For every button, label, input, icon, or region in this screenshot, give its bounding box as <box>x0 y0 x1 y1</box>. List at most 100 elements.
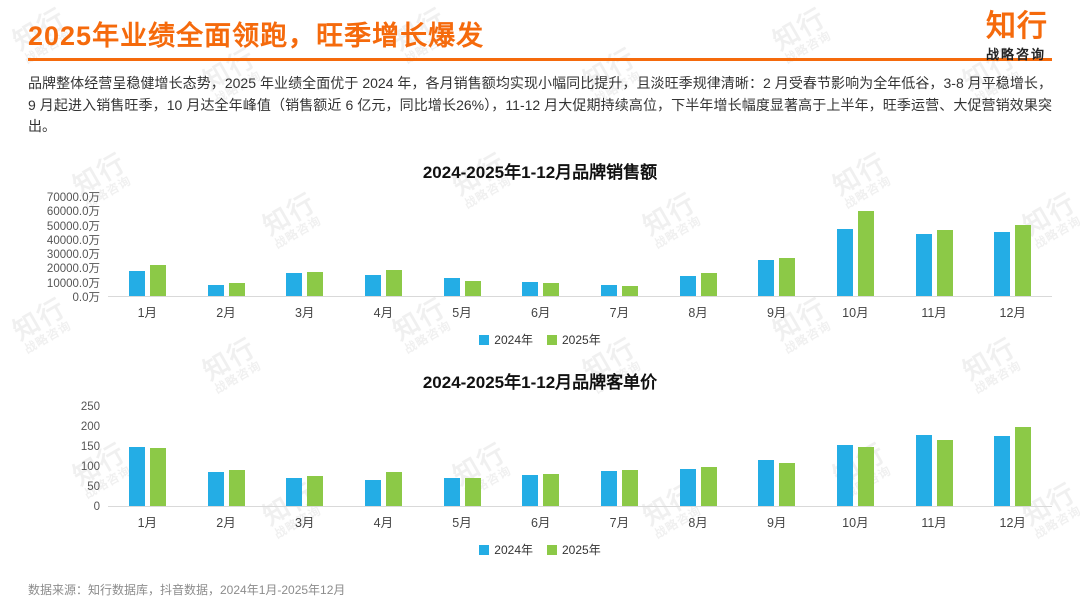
bar-group-6月 <box>501 407 580 507</box>
bar-2025年-11月 <box>936 439 953 507</box>
x-tick-label: 3月 <box>294 516 315 531</box>
bar-pair <box>207 197 245 297</box>
x-tick-label: 8月 <box>688 306 708 321</box>
bar-2024年-3月 <box>286 273 303 297</box>
bar-pair <box>836 407 874 507</box>
bar-2024年-9月 <box>758 260 775 297</box>
bar-pair <box>364 197 402 297</box>
bar-2024年-8月 <box>679 276 696 297</box>
bar-2025年-8月 <box>700 273 717 297</box>
price-chart-plot: 250 200 150 100 50 0 1月 2月 3月 4月 5月 6月 7月 8月 9月 10月 11月… <box>28 401 1052 531</box>
bar-2025年-10月 <box>857 211 874 297</box>
bar-2025年-9月 <box>779 257 796 297</box>
bar-group-9月 <box>737 197 816 297</box>
bar-group-3月 <box>265 197 344 297</box>
legend-item-2024年: 2024年 <box>479 541 533 558</box>
bar-2025年-7月 <box>621 470 638 507</box>
bar-group-10月 <box>816 407 895 507</box>
bar-group-8月 <box>659 197 738 297</box>
bar-group-1月 <box>108 407 187 507</box>
bar-pair <box>286 197 324 297</box>
bar-group-3月 <box>265 407 344 507</box>
bar-2024年-6月 <box>522 281 539 297</box>
legend-swatch <box>479 544 490 555</box>
bar-2024年-12月 <box>994 435 1011 507</box>
bar-2024年-2月 <box>207 472 224 507</box>
x-tick-label: 8月 <box>688 516 708 531</box>
bar-2024年-6月 <box>522 474 539 507</box>
bar-pair <box>128 197 166 297</box>
intro-paragraph: 品牌整体经营呈稳健增长态势，2025 年业绩全面优于 2024 年，各月销售额均… <box>28 75 1052 135</box>
bar-2025年-6月 <box>543 283 560 297</box>
legend-label: 2024年 <box>494 543 533 558</box>
bar-2024年-7月 <box>600 470 617 507</box>
x-tick-label: 4月 <box>373 306 394 321</box>
bar-2025年-6月 <box>543 474 560 507</box>
x-tick-label: 5月 <box>452 516 472 531</box>
logo: 知行 战略咨询 <box>986 12 1052 63</box>
bar-group-4月 <box>344 197 423 297</box>
bar-pair <box>758 407 796 507</box>
x-tick-label: 2月 <box>216 516 236 531</box>
price-chart-title: 2024-2025年1-12月品牌客单价 <box>422 373 658 393</box>
bar-group-5月 <box>423 197 502 297</box>
legend-swatch <box>547 334 557 345</box>
bar-pair <box>915 407 953 507</box>
bar-2025年-9月 <box>779 463 796 507</box>
bar-2024年-5月 <box>443 478 460 507</box>
bar-group-5月 <box>423 407 502 507</box>
legend-swatch <box>479 334 490 345</box>
sales-chart-legend: 2024年 2025年 <box>28 331 1052 348</box>
bar-group-11月 <box>895 197 974 297</box>
price-chart-yaxis: 250 200 150 100 50 0 <box>80 401 100 514</box>
bar-pair <box>600 197 638 297</box>
bar-2025年-2月 <box>228 469 245 507</box>
bar-group-10月 <box>816 197 895 297</box>
legend-item-2024年: 2024年 <box>479 331 533 348</box>
bar-pair <box>522 407 560 507</box>
price-chart-legend: 2024年 2025年 <box>28 541 1052 558</box>
bar-2024年-1月 <box>128 270 145 297</box>
bar-2025年-12月 <box>1015 225 1032 297</box>
bar-2024年-9月 <box>758 459 775 507</box>
bar-2024年-4月 <box>364 274 381 297</box>
bar-2024年-7月 <box>600 285 617 297</box>
bar-pair <box>915 197 953 297</box>
bar-group-7月 <box>580 197 659 297</box>
bar-pair <box>128 407 166 507</box>
bar-pair <box>364 407 402 507</box>
x-tick-label: 12月 <box>999 516 1026 531</box>
bar-2024年-11月 <box>915 233 932 297</box>
x-tick-label: 6月 <box>530 306 551 321</box>
bar-pair <box>443 407 481 507</box>
x-tick-label: 7月 <box>609 306 630 321</box>
price-chart-bars <box>108 407 1052 508</box>
x-tick-label: 10月 <box>842 516 869 531</box>
bar-2024年-11月 <box>915 434 932 507</box>
x-tick-label: 2月 <box>216 306 236 321</box>
x-tick-label: 9月 <box>766 516 787 531</box>
bar-2025年-5月 <box>464 280 481 297</box>
x-tick-label: 11月 <box>921 516 947 531</box>
bar-group-2月 <box>187 407 266 507</box>
bar-pair <box>679 197 717 297</box>
x-tick-label: 12月 <box>999 306 1026 321</box>
bar-2024年-8月 <box>679 469 696 507</box>
logo-main-text: 知行 <box>986 10 1048 43</box>
legend-item-2025年: 2025年 <box>547 541 601 558</box>
bar-pair <box>994 197 1032 297</box>
x-tick-label: 10月 <box>842 306 869 321</box>
bar-pair <box>207 407 245 507</box>
header: 2025年业绩全面领跑，旺季增长爆发 知行 战略咨询 <box>28 0 1052 63</box>
bar-2025年-2月 <box>228 283 245 297</box>
bar-pair <box>286 407 324 507</box>
x-tick-label: 9月 <box>766 306 787 321</box>
bar-group-12月 <box>973 197 1052 297</box>
x-tick-label: 11月 <box>921 306 947 321</box>
bar-pair <box>600 407 638 507</box>
logo-sub-text: 战略咨询 <box>986 47 1047 62</box>
bar-pair <box>994 407 1032 507</box>
bar-pair <box>522 197 560 297</box>
bar-2025年-5月 <box>464 478 481 507</box>
bar-2025年-3月 <box>307 272 324 297</box>
